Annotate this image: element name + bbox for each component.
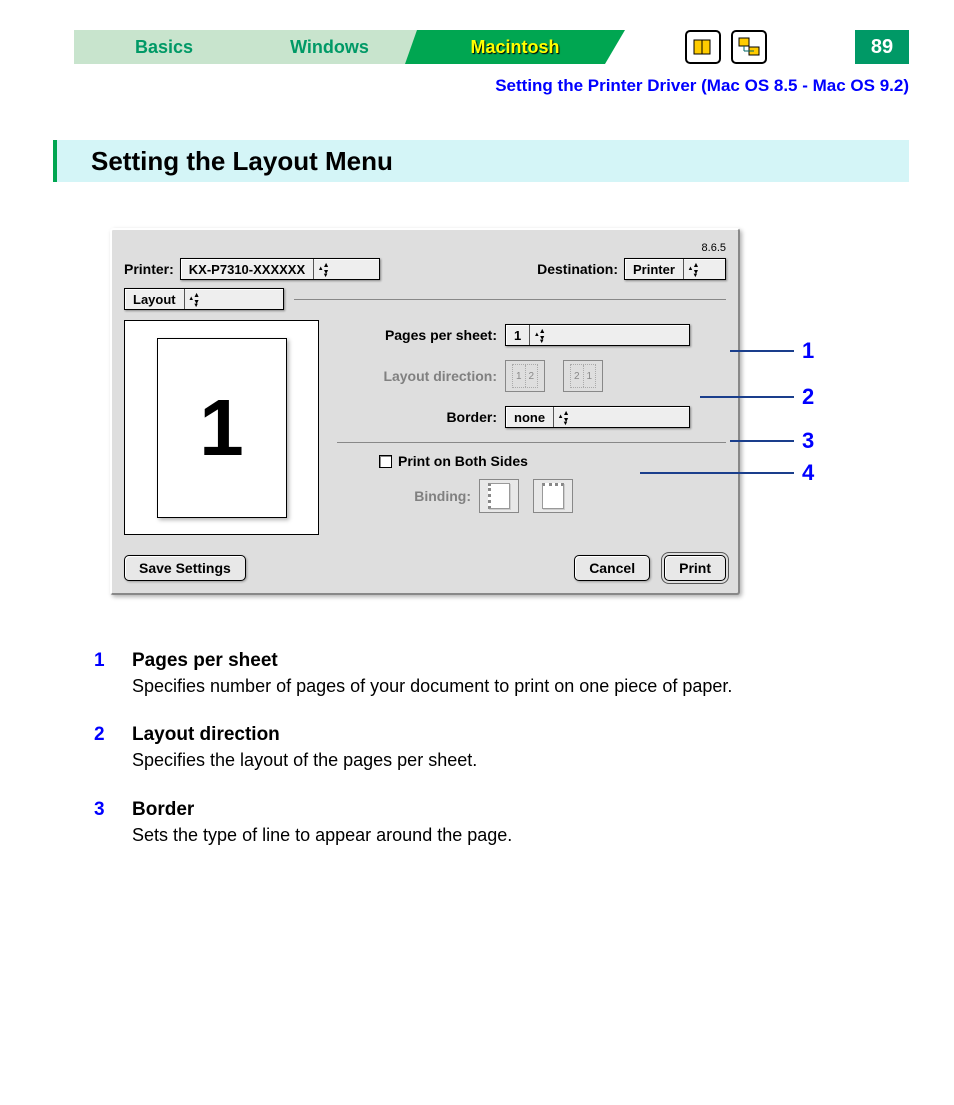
printer-select[interactable]: KX-P7310-XXXXXX ▲▼ xyxy=(180,258,380,280)
callout-4: 4 xyxy=(640,460,814,486)
dialog-buttons: Save Settings Cancel Print xyxy=(124,555,726,581)
panel-value: Layout xyxy=(125,292,184,307)
destination-select[interactable]: Printer ▲▼ xyxy=(624,258,726,280)
callout-3: 3 xyxy=(730,428,814,454)
print-dialog: 8.6.5 Printer: KX-P7310-XXXXXX ▲▼ Destin… xyxy=(110,228,740,595)
dropdown-arrows-icon: ▲▼ xyxy=(313,259,331,279)
border-value: none xyxy=(506,410,553,425)
layout-direction-label: Layout direction: xyxy=(337,368,497,384)
legend-title: Layout direction xyxy=(132,724,894,746)
legend-title: Pages per sheet xyxy=(132,650,894,672)
legend-num: 1 xyxy=(94,650,132,698)
layout-options: Pages per sheet: 1 ▲▼ Layout direction: … xyxy=(337,320,726,535)
cancel-button[interactable]: Cancel xyxy=(574,555,650,581)
binding-top[interactable] xyxy=(533,479,573,513)
layout-preview: 1 xyxy=(124,320,319,535)
legend-title: Border xyxy=(132,799,894,821)
preview-page: 1 xyxy=(157,338,287,518)
legend-item: 2 Layout direction Specifies the layout … xyxy=(94,724,894,772)
print-both-sides-checkbox[interactable] xyxy=(379,455,392,468)
dropdown-arrows-icon: ▲▼ xyxy=(553,407,571,427)
dropdown-arrows-icon: ▲▼ xyxy=(184,289,202,309)
print-both-sides-label: Print on Both Sides xyxy=(398,453,528,469)
save-settings-button[interactable]: Save Settings xyxy=(124,555,246,581)
section-title-bar: Setting the Layout Menu xyxy=(53,140,909,182)
book-icon[interactable] xyxy=(685,30,721,64)
pages-per-sheet-label: Pages per sheet: xyxy=(337,327,497,343)
breadcrumb: Setting the Printer Driver (Mac OS 8.5 -… xyxy=(495,76,909,96)
legend-item: 3 Border Sets the type of line to appear… xyxy=(94,799,894,847)
callout-2: 2 xyxy=(700,384,814,410)
border-label: Border: xyxy=(337,409,497,425)
legend-item: 1 Pages per sheet Specifies number of pa… xyxy=(94,650,894,698)
page-number: 89 xyxy=(855,30,909,64)
printer-label: Printer: xyxy=(124,261,174,277)
legend-desc: Sets the type of line to appear around t… xyxy=(132,823,894,847)
dropdown-arrows-icon: ▲▼ xyxy=(529,325,547,345)
callout-1: 1 xyxy=(730,338,814,364)
pages-per-sheet-select[interactable]: 1 ▲▼ xyxy=(505,324,690,346)
panel-separator: Layout ▲▼ xyxy=(124,288,726,310)
tab-macintosh[interactable]: Macintosh xyxy=(405,30,625,64)
tab-windows[interactable]: Windows xyxy=(242,30,417,64)
print-button[interactable]: Print xyxy=(664,555,726,581)
nav-bar: Basics Windows Macintosh 89 xyxy=(74,30,909,64)
destination-label: Destination: xyxy=(537,261,618,277)
binding-left[interactable] xyxy=(479,479,519,513)
panel-select[interactable]: Layout ▲▼ xyxy=(124,288,284,310)
nav-icons xyxy=(685,30,767,64)
border-select[interactable]: none ▲▼ xyxy=(505,406,690,428)
printer-value: KX-P7310-XXXXXX xyxy=(181,262,313,277)
destination-value: Printer xyxy=(625,262,683,277)
dialog-version: 8.6.5 xyxy=(124,242,726,258)
dialog-container: 8.6.5 Printer: KX-P7310-XXXXXX ▲▼ Destin… xyxy=(110,228,740,595)
pages-per-sheet-value: 1 xyxy=(506,328,529,343)
dropdown-arrows-icon: ▲▼ xyxy=(683,259,701,279)
section-title: Setting the Layout Menu xyxy=(91,146,393,177)
legend: 1 Pages per sheet Specifies number of pa… xyxy=(94,650,894,873)
options-divider xyxy=(337,442,726,443)
tab-basics[interactable]: Basics xyxy=(74,30,254,64)
binding-label: Binding: xyxy=(337,488,471,504)
legend-num: 2 xyxy=(94,724,132,772)
network-icon[interactable] xyxy=(731,30,767,64)
layout-direction-lr[interactable]: 12 xyxy=(505,360,545,392)
legend-desc: Specifies the layout of the pages per sh… xyxy=(132,748,894,772)
legend-desc: Specifies number of pages of your docume… xyxy=(132,674,894,698)
legend-num: 3 xyxy=(94,799,132,847)
layout-direction-rl[interactable]: 21 xyxy=(563,360,603,392)
